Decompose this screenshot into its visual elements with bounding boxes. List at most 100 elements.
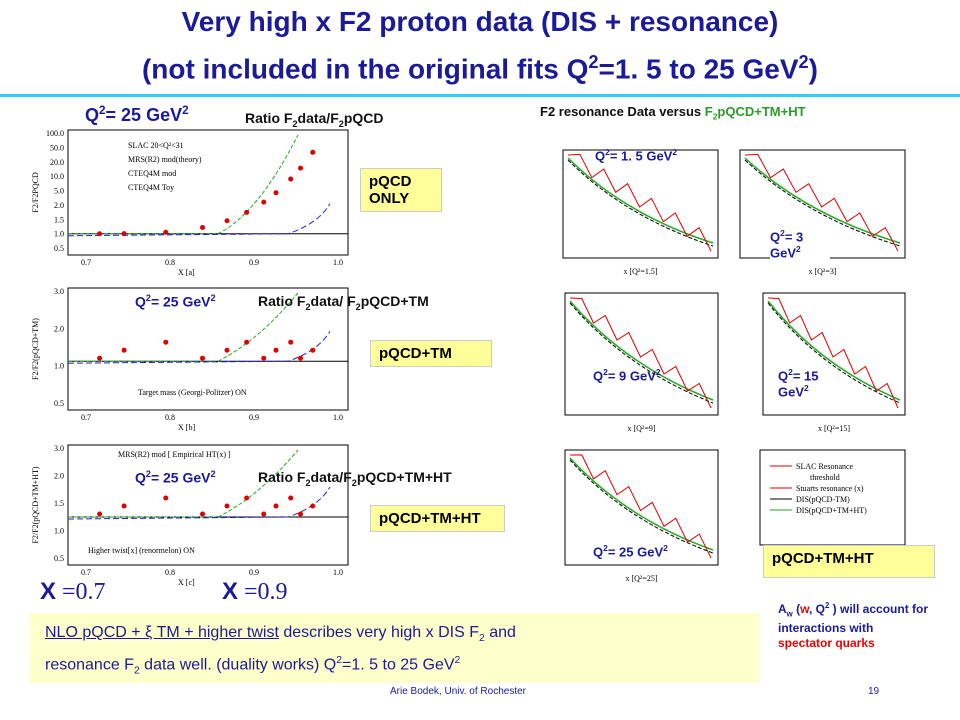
y-tick-label: 1.0: [54, 527, 64, 536]
legend-text: MRS(R2) mod(theory): [128, 155, 202, 164]
legend-text: Target mass (Georgi-Politzer) ON: [138, 388, 247, 397]
note: NLO pQCD + ξ TM + higher twist describes…: [45, 622, 516, 683]
plot-frame: [762, 292, 906, 416]
data-point: [121, 231, 127, 237]
text-run: 2: [796, 244, 801, 255]
text-run: describes very high x DIS F: [278, 624, 479, 641]
plot-frame: [67, 287, 349, 411]
text-run: 2: [351, 477, 357, 488]
text-run: 2: [663, 543, 668, 553]
curve-green: [68, 292, 299, 362]
curve-green: [744, 157, 901, 244]
data-point: [298, 355, 303, 361]
x-mark: X =0.7: [40, 578, 106, 606]
x-tick-label: 1.0: [333, 413, 343, 422]
data-point: [273, 190, 279, 196]
text-run: 2: [99, 104, 106, 117]
curve-blue: [67, 203, 331, 237]
y-tick-label: 3.0: [54, 287, 64, 296]
y-tick-label: 1.5: [54, 499, 64, 508]
text-run: 2: [210, 293, 216, 303]
legend-text: CTEQ4M Toy: [128, 183, 174, 192]
x-label: x [Q²=15]: [818, 424, 850, 433]
text-run: pQCD+TM: [360, 293, 429, 309]
text-run: 2: [603, 367, 608, 377]
text-run: 2: [305, 477, 311, 488]
text-run: ) will account for interactions with: [778, 602, 929, 636]
data-point: [244, 495, 250, 501]
text-run: data/F: [297, 110, 339, 126]
data-point: [244, 209, 250, 215]
y-tick-label: 5.0: [54, 187, 64, 196]
tag: pQCD+TM+HT: [763, 545, 935, 578]
data-point: [97, 355, 103, 361]
data-point: [224, 347, 230, 353]
data-point: [288, 176, 294, 182]
text-run: = 25 GeV: [105, 105, 183, 125]
text-run: 2: [145, 293, 151, 303]
text-run: , Q: [808, 602, 825, 616]
data-point: [310, 503, 316, 509]
y-label: F2/F2PQCD: [31, 172, 40, 213]
text-run: NLO pQCD + ξ TM + higher twist: [45, 624, 279, 641]
text-run: 2: [788, 367, 793, 377]
legend-text: CTEQ4M mod: [128, 169, 176, 178]
y-tick-label: 2.0: [54, 324, 64, 333]
text-run: resonance F: [45, 656, 134, 674]
x-value: =0.9: [238, 579, 288, 605]
tag-text: pQCD+TM+HT: [379, 510, 481, 527]
x-label: x [Q²=9]: [627, 424, 655, 433]
data-point: [261, 355, 267, 361]
y-tick-label: 2.0: [54, 472, 64, 481]
curve-black: [744, 159, 901, 247]
text-run: Ratio F: [258, 469, 306, 485]
text-run: pQCD: [343, 110, 384, 126]
data-point: [121, 347, 127, 353]
x-tick-label: 0.9: [249, 413, 259, 422]
text-run: F: [704, 104, 713, 119]
text-run: Q: [595, 148, 606, 164]
legend-text: MRS(R2) mod [ Empirical HT(x) ]: [118, 450, 231, 459]
x-label: X [b]: [178, 423, 195, 432]
text-run: Q: [135, 293, 146, 310]
text-run: Q: [593, 544, 604, 560]
text-run: 2: [454, 655, 461, 667]
panel-label: Q2= 25 GeV2: [593, 543, 743, 559]
note-box: [30, 613, 760, 683]
text-run: data well. (duality works) Q: [139, 656, 337, 674]
tag: pQCD+TM+HT: [370, 505, 505, 532]
text-run: 2: [355, 301, 361, 312]
curve-black: [569, 302, 714, 404]
plot-frame: [67, 444, 349, 566]
panel-label: Q2= 15 GeV2: [778, 367, 838, 400]
data-point: [163, 229, 169, 235]
curve-red: [569, 297, 712, 409]
text-run: = 15 GeV: [778, 368, 819, 400]
curve-green: [68, 134, 299, 235]
curve-green: [569, 300, 714, 401]
title-line1: Very high x F2 proton data (DIS + resona…: [181, 6, 779, 37]
text-run: 2: [305, 301, 311, 312]
panel-label: Q2= 3 GeV2: [770, 228, 830, 261]
curve-black: [767, 302, 901, 404]
text-run: 2: [478, 633, 485, 645]
text-run: Ratio F: [258, 293, 306, 309]
y-tick-label: 50.0: [50, 143, 64, 152]
text-run: 2: [133, 665, 140, 677]
x-tick-label: 0.8: [165, 568, 175, 577]
data-point: [224, 218, 230, 224]
panel-label: Q2= 1. 5 GeV2: [595, 147, 745, 163]
rule: [0, 94, 960, 97]
text-run: Q: [770, 229, 781, 245]
data-point: [310, 149, 316, 155]
data-point: [163, 495, 169, 501]
text-run: data/F: [310, 469, 352, 485]
text-run: Ratio F: [245, 110, 293, 126]
curve-green: [68, 449, 299, 518]
text-run: w: [800, 602, 809, 616]
data-point: [200, 355, 205, 361]
plot-frame: [564, 292, 719, 416]
panel-ratio: Ratio F2data/F2pQCD: [245, 110, 383, 129]
text-run: 2: [145, 469, 151, 479]
text-run: 2: [336, 655, 343, 667]
